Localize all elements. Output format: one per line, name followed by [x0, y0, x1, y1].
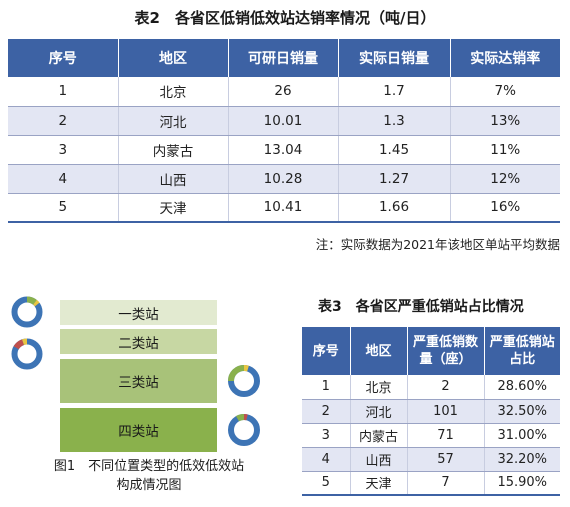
table-cell: 河北	[118, 106, 229, 136]
bar-class-3: 三类站	[60, 359, 217, 403]
table-cell: 15.90%	[484, 471, 560, 496]
table-cell: 天津	[350, 471, 408, 496]
table3: 序号 地区 严重低销数量（座） 严重低销站占比 1 北京 2 28.60% 2 …	[302, 327, 560, 496]
bar-class-2: 二类站	[60, 329, 217, 354]
table-cell: 32.20%	[484, 447, 560, 472]
table-cell: 1.45	[338, 135, 451, 165]
figure1: 一类站 二类站 三类站 四类站	[0, 285, 300, 507]
donut-icon	[228, 414, 260, 446]
donut-icon	[11, 296, 43, 328]
donut-icon	[11, 338, 43, 370]
table-cell: 57	[407, 447, 485, 472]
table-cell: 4	[302, 447, 351, 472]
table-row: 5 天津 10.41 1.66 16%	[8, 193, 560, 223]
table2-header-row: 序号 地区 可研日销量 实际日销量 实际达销率	[8, 39, 560, 77]
table-row: 3 内蒙古 13.04 1.45 11%	[8, 135, 560, 165]
figure1-caption-line1: 图1 不同位置类型的低效低效站	[53, 459, 245, 474]
table-cell: 32.50%	[484, 399, 560, 424]
table-cell: 10.01	[228, 106, 339, 136]
table2-note: 注：实际数据为2021年该地区单站平均数据	[315, 237, 560, 252]
table2: 序号 地区 可研日销量 实际日销量 实际达销率 1 北京 26 1.7 7% 2…	[8, 39, 560, 223]
table-cell: 28.60%	[484, 375, 560, 400]
table3-header-row: 序号 地区 严重低销数量（座） 严重低销站占比	[302, 327, 560, 375]
table-row: 3 内蒙古 71 31.00%	[302, 423, 560, 448]
table-cell: 3	[302, 423, 351, 448]
table-cell: 10.28	[228, 164, 339, 194]
table-row: 1 北京 26 1.7 7%	[8, 77, 560, 107]
table-cell: 1.3	[338, 106, 451, 136]
table-row: 2 河北 10.01 1.3 13%	[8, 106, 560, 136]
table-cell: 7%	[450, 77, 560, 107]
table-cell: 山西	[350, 447, 408, 472]
table2-header-cell: 实际达销率	[450, 39, 560, 77]
table-cell: 2	[302, 399, 351, 424]
table2-header-cell: 实际日销量	[338, 39, 451, 77]
table-cell: 7	[407, 471, 485, 496]
table-row: 1 北京 2 28.60%	[302, 375, 560, 400]
table2-header-cell: 可研日销量	[228, 39, 339, 77]
figure1-caption: 图1 不同位置类型的低效低效站 构成情况图	[14, 457, 284, 495]
table-cell: 13.04	[228, 135, 339, 165]
bar-label: 四类站	[118, 424, 159, 440]
table-cell: 山西	[118, 164, 229, 194]
table-cell: 2	[8, 106, 119, 136]
table-cell: 内蒙古	[350, 423, 408, 448]
table-cell: 13%	[450, 106, 560, 136]
figure1-caption-line2: 构成情况图	[116, 478, 182, 493]
table-row: 2 河北 101 32.50%	[302, 399, 560, 424]
bar-label: 二类站	[118, 335, 159, 352]
donut-icon	[228, 365, 260, 397]
table3-header-cell: 地区	[350, 327, 408, 375]
table-cell: 北京	[118, 77, 229, 107]
bar-class-1: 一类站	[60, 300, 217, 325]
table-cell: 26	[228, 77, 339, 107]
table-cell: 3	[8, 135, 119, 165]
bar-label: 三类站	[118, 375, 159, 391]
table-cell: 河北	[350, 399, 408, 424]
table-cell: 5	[302, 471, 351, 496]
table-cell: 1	[8, 77, 119, 107]
table-cell: 2	[407, 375, 485, 400]
table-cell: 1.27	[338, 164, 451, 194]
table-cell: 31.00%	[484, 423, 560, 448]
table-cell: 101	[407, 399, 485, 424]
table-row: 4 山西 10.28 1.27 12%	[8, 164, 560, 194]
table-cell: 12%	[450, 164, 560, 194]
table-cell: 1.7	[338, 77, 451, 107]
bar-class-4: 四类站	[60, 408, 217, 452]
table-cell: 71	[407, 423, 485, 448]
table-cell: 16%	[450, 193, 560, 223]
table-cell: 1	[302, 375, 351, 400]
table-cell: 5	[8, 193, 119, 223]
table-row: 4 山西 57 32.20%	[302, 447, 560, 472]
bar-label: 一类站	[118, 306, 159, 323]
table-cell: 11%	[450, 135, 560, 165]
table3-header-cell: 序号	[302, 327, 351, 375]
table3-header-cell: 严重低销站占比	[484, 327, 560, 375]
table-row: 5 天津 7 15.90%	[302, 471, 560, 496]
table-cell: 10.41	[228, 193, 339, 223]
table2-header-cell: 序号	[8, 39, 119, 77]
table-cell: 天津	[118, 193, 229, 223]
table2-title: 表2 各省区低销低效站达销率情况（吨/日）	[134, 9, 436, 27]
table3-header-cell: 严重低销数量（座）	[407, 327, 485, 375]
table-cell: 内蒙古	[118, 135, 229, 165]
table-cell: 1.66	[338, 193, 451, 223]
table2-header-cell: 地区	[118, 39, 229, 77]
table-cell: 北京	[350, 375, 408, 400]
table3-title: 表3 各省区严重低销站占比情况	[318, 299, 524, 315]
table-cell: 4	[8, 164, 119, 194]
